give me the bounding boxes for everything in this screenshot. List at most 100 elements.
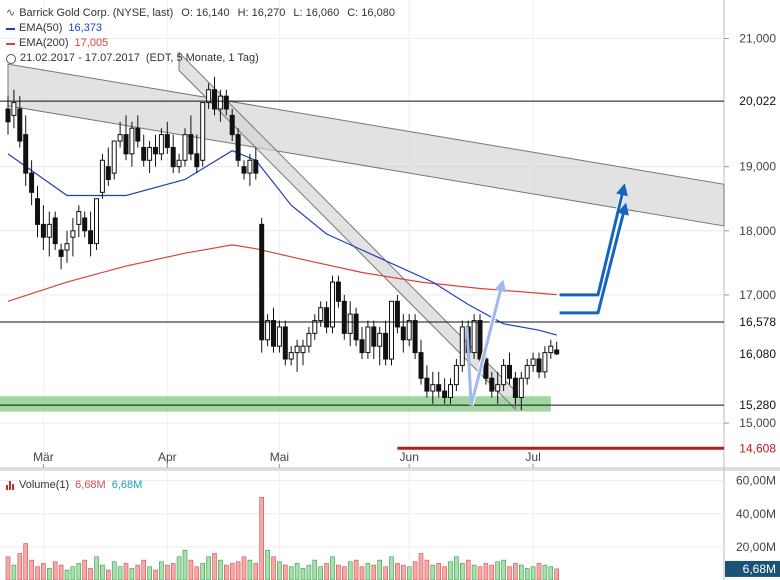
volume-panel: 60,00M 40,00M 20,00M 6,68M xyxy=(0,474,780,580)
legend-ema200: EMA(200) 17,005 xyxy=(6,36,395,51)
candle-body xyxy=(477,320,483,360)
volume-bar xyxy=(194,566,200,580)
volume-current-badge xyxy=(725,560,780,577)
volume-bar xyxy=(353,559,359,580)
projection-arrow xyxy=(469,279,507,406)
candle-body xyxy=(501,364,507,386)
tick-label: 17,000 xyxy=(739,288,776,302)
volume-bar xyxy=(518,564,524,580)
candle-body xyxy=(35,198,40,225)
volume-bar xyxy=(229,563,235,580)
volume-bars-icon xyxy=(6,480,15,490)
volume-bar xyxy=(11,564,17,580)
candle-body xyxy=(377,332,383,347)
volume-bar xyxy=(489,564,495,580)
volume-bar xyxy=(188,559,194,580)
volume-bar xyxy=(341,566,347,580)
legend-range: 21.02.2017 - 17.07.2017 (EDT, 5 Monate, … xyxy=(6,51,395,66)
trend-channel xyxy=(7,63,725,227)
ema200-swatch xyxy=(6,42,15,45)
volume-bar xyxy=(141,559,146,580)
candle-body xyxy=(5,108,11,123)
tick-label: 21,000 xyxy=(739,31,776,45)
volume-bar xyxy=(212,553,217,580)
volume-bar xyxy=(170,563,176,580)
candle-body xyxy=(359,339,365,354)
ohlc-close: C: 16,080 xyxy=(347,7,395,19)
candle-body xyxy=(412,320,418,354)
candle-body xyxy=(229,114,235,136)
candle-body xyxy=(442,390,448,398)
volume-bar xyxy=(41,563,46,580)
candle-body xyxy=(324,307,330,328)
volume-bar xyxy=(454,556,459,580)
candle-body xyxy=(312,320,318,334)
candle-body xyxy=(530,358,536,366)
chart-legend: ∿ Barrick Gold Corp. (NYSE, last) O: 16,… xyxy=(6,6,395,66)
candle-body xyxy=(489,377,495,392)
volume-bar xyxy=(330,556,335,580)
volume-value-1: 6,68M xyxy=(75,479,106,491)
candle-body xyxy=(383,332,389,360)
candle-body xyxy=(424,377,430,392)
support-badge xyxy=(725,440,780,457)
volume-bar xyxy=(377,559,383,580)
volume-bar xyxy=(530,566,536,580)
volume-bar xyxy=(200,563,205,580)
candle-body xyxy=(347,313,353,334)
volume-bar xyxy=(536,563,542,580)
candle-body xyxy=(259,223,265,341)
candle-body xyxy=(147,146,153,161)
volume-bar xyxy=(259,496,265,580)
volume-bar xyxy=(123,563,129,580)
volume-bar xyxy=(17,553,23,580)
x-tick-label: Jul xyxy=(525,450,540,464)
volume-value-2: 6,68M xyxy=(111,479,143,491)
instrument-title: Barrick Gold Corp. (NYSE, last) xyxy=(19,7,174,19)
candle-body xyxy=(306,332,312,347)
volume-bar xyxy=(165,564,170,580)
candle-body xyxy=(507,364,512,379)
current-price-label: 16,080 xyxy=(739,347,776,361)
volume-bar xyxy=(271,556,276,580)
volume-bar xyxy=(383,566,388,580)
volume-bar xyxy=(94,556,99,580)
candle-body xyxy=(223,95,229,110)
candle-body xyxy=(365,326,371,354)
volume-bar xyxy=(135,564,141,580)
ema200-line xyxy=(7,244,557,302)
ema50-swatch xyxy=(6,27,15,30)
volume-bar xyxy=(76,563,82,580)
candle-body xyxy=(418,352,424,379)
candle-body xyxy=(406,320,412,341)
candle-body xyxy=(153,146,158,155)
candle-body xyxy=(212,89,217,110)
candle-body xyxy=(206,89,212,104)
candle-body xyxy=(276,326,282,347)
volume-bar xyxy=(58,564,64,580)
volume-bar xyxy=(82,559,87,580)
ohlc-low: L: 16,060 xyxy=(293,7,340,19)
trend-channel xyxy=(178,51,516,411)
candle-body xyxy=(29,172,35,193)
candle-body xyxy=(182,134,188,161)
volume-bar xyxy=(23,543,29,580)
candle-body xyxy=(512,377,518,398)
ohlc-high: H: 16,270 xyxy=(237,7,286,19)
candle-body xyxy=(64,243,70,251)
ema200-label: EMA(200) xyxy=(19,37,69,49)
volume-bar xyxy=(465,559,471,580)
volume-bar xyxy=(111,561,117,580)
candle-body xyxy=(554,349,560,355)
candle-body xyxy=(389,300,394,360)
legend-ema50: EMA(50) 16,373 xyxy=(6,21,395,36)
candle-body xyxy=(135,127,141,142)
arrows-layer xyxy=(465,183,629,406)
volume-bar xyxy=(312,559,318,580)
volume-bar xyxy=(524,568,530,580)
volume-bar xyxy=(554,568,560,580)
candle-body xyxy=(483,358,489,379)
candle-body xyxy=(40,223,46,238)
volume-bar xyxy=(477,566,483,580)
volume-bar xyxy=(471,564,477,580)
